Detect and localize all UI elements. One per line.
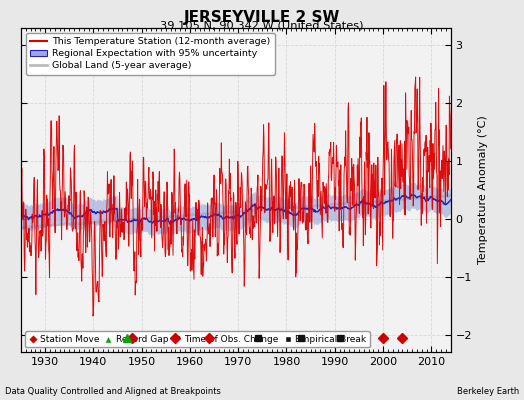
Text: JERSEYVILLE 2 SW: JERSEYVILLE 2 SW: [184, 10, 340, 25]
Y-axis label: Temperature Anomaly (°C): Temperature Anomaly (°C): [477, 116, 487, 264]
Text: 39.105 N, 90.342 W (United States): 39.105 N, 90.342 W (United States): [160, 20, 364, 30]
Legend: Station Move, Record Gap, Time of Obs. Change, Empirical Break: Station Move, Record Gap, Time of Obs. C…: [26, 331, 370, 348]
Text: Data Quality Controlled and Aligned at Breakpoints: Data Quality Controlled and Aligned at B…: [5, 387, 221, 396]
Text: Berkeley Earth: Berkeley Earth: [456, 387, 519, 396]
